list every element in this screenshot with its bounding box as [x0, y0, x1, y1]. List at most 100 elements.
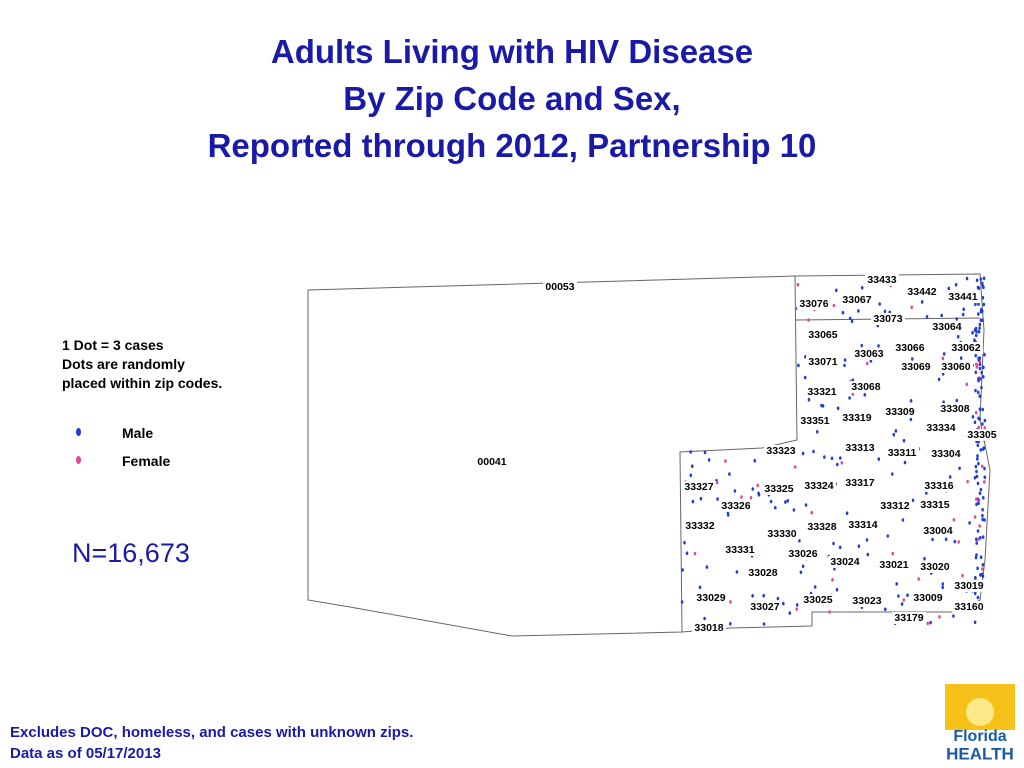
case-dot — [959, 356, 963, 360]
case-dot — [982, 285, 985, 290]
case-dot — [957, 540, 960, 544]
case-dot — [751, 594, 754, 598]
case-dot — [769, 499, 773, 504]
case-dot — [841, 310, 845, 315]
case-dot — [978, 491, 982, 496]
label-bg — [765, 528, 799, 540]
zip-label: 33433 — [867, 274, 896, 286]
case-dot — [883, 309, 887, 314]
case-dot — [865, 538, 869, 542]
label-bg — [905, 286, 939, 298]
case-dot — [863, 393, 867, 397]
case-dot — [784, 500, 787, 504]
case-dot — [729, 622, 732, 626]
case-dot — [983, 418, 987, 423]
zip-label: 33066 — [895, 342, 924, 354]
case-dot — [948, 475, 952, 479]
label-bg — [806, 356, 840, 368]
case-dot — [843, 363, 846, 368]
case-dot — [982, 496, 985, 500]
case-dot — [975, 278, 979, 283]
label-bg — [840, 294, 874, 306]
case-dot — [982, 365, 985, 370]
case-dot — [799, 570, 803, 575]
case-dot — [974, 410, 978, 415]
case-dot — [980, 385, 983, 390]
zip-label: 33024 — [830, 556, 859, 568]
label-bg — [762, 483, 796, 495]
case-dot — [983, 426, 987, 430]
case-dot — [756, 483, 759, 488]
label-bg — [918, 561, 952, 573]
case-dot — [843, 358, 847, 362]
case-dot — [900, 602, 904, 606]
case-dot — [941, 356, 945, 361]
case-dot — [860, 286, 864, 290]
label-bg — [952, 601, 986, 613]
zip-label: 33328 — [807, 521, 836, 533]
label-bg — [840, 412, 874, 424]
case-dot — [974, 333, 978, 338]
case-dot — [981, 535, 985, 539]
case-dot — [865, 361, 869, 366]
label-bg — [921, 525, 955, 537]
case-dot — [740, 495, 743, 499]
label-bg — [843, 442, 877, 454]
case-dot — [925, 315, 929, 319]
case-dot — [724, 459, 727, 463]
title-line: Adults Living with HIV Disease — [270, 33, 754, 70]
case-dot — [835, 587, 839, 592]
case-dot — [753, 458, 757, 463]
case-dot — [978, 322, 982, 327]
case-dot — [973, 620, 977, 625]
case-dot — [961, 573, 964, 578]
case-dot — [982, 375, 985, 379]
label-bg — [911, 592, 945, 604]
label-bg — [764, 445, 798, 457]
case-dot — [978, 362, 982, 367]
zip-label: 33064 — [932, 321, 961, 333]
zip-label: 33311 — [888, 447, 917, 459]
case-dot — [902, 598, 906, 602]
case-dot — [689, 450, 692, 454]
case-dot — [716, 497, 719, 501]
case-dot — [776, 596, 780, 601]
case-dot — [980, 370, 983, 375]
case-dot — [917, 577, 920, 581]
zip-label: 33315 — [920, 499, 949, 511]
case-dot — [860, 343, 864, 348]
case-dot — [925, 491, 928, 495]
label-bg — [865, 274, 899, 286]
case-dot — [979, 555, 983, 559]
case-dot — [980, 281, 984, 286]
case-dot — [955, 317, 958, 321]
case-dot — [981, 447, 985, 451]
case-dot — [839, 456, 842, 460]
zip-label: 33305 — [967, 429, 996, 441]
zip-labels: 00053 00041 33433 33442 33441 33076 3306733073… — [475, 274, 999, 634]
case-dot — [835, 288, 838, 293]
label-bg — [885, 447, 919, 459]
legend-dot — [76, 428, 81, 436]
case-dot — [974, 575, 977, 580]
label-bg — [892, 612, 926, 624]
case-dot — [974, 362, 978, 367]
zip-label: 33062 — [951, 342, 980, 354]
label-bg — [748, 601, 782, 613]
zip-label: 33314 — [848, 519, 877, 531]
case-dot — [975, 469, 978, 474]
case-dot — [977, 501, 980, 506]
case-dot — [983, 475, 987, 480]
zip-label: 33304 — [931, 448, 960, 460]
case-dot — [698, 585, 702, 590]
label-bg — [946, 291, 980, 303]
case-dot — [979, 310, 983, 314]
case-dot — [977, 358, 981, 362]
case-dot — [977, 329, 981, 334]
case-dot — [869, 359, 873, 363]
case-dot — [929, 620, 932, 625]
zip-label: 33321 — [807, 386, 836, 398]
label-bg — [922, 480, 956, 492]
case-dot — [976, 566, 979, 571]
